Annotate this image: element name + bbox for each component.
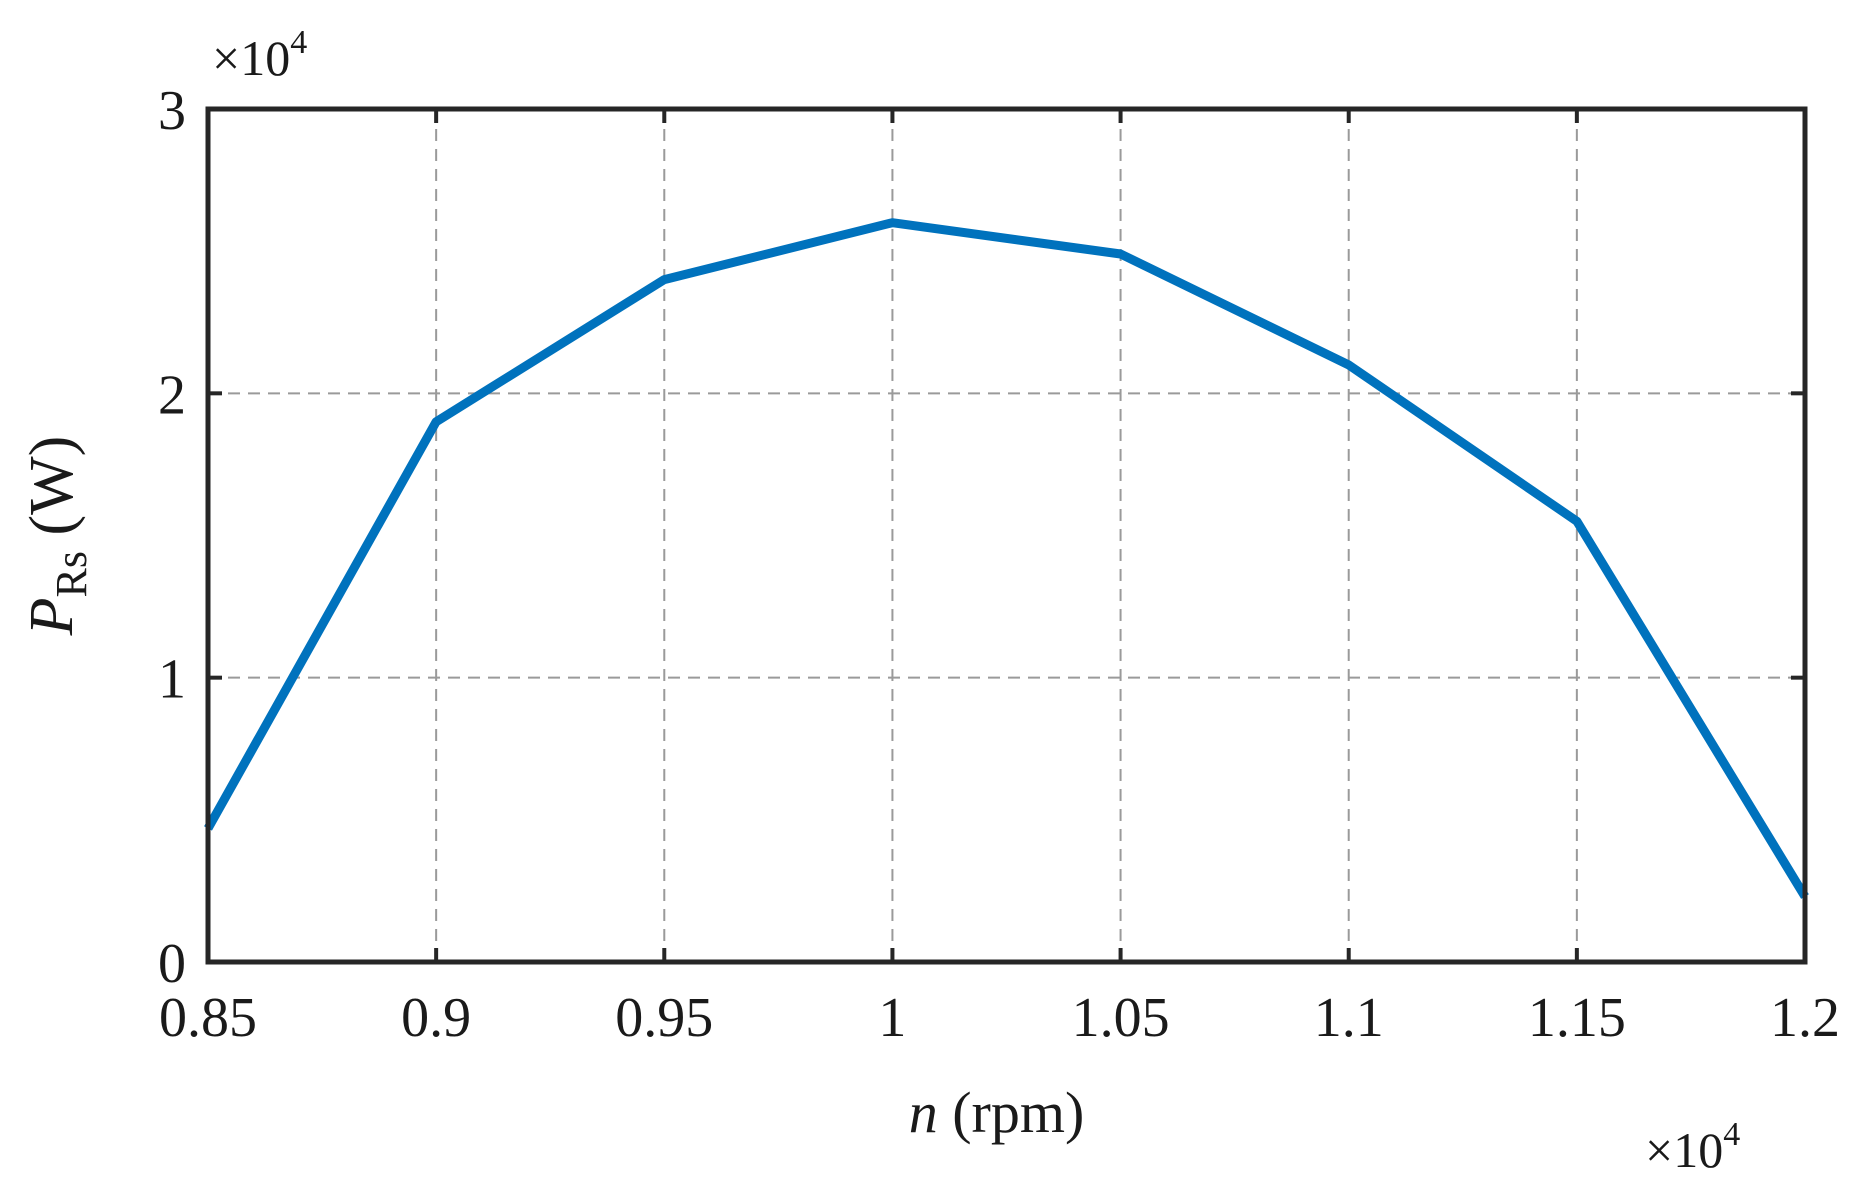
y-multiplier-exp: 4 [290,24,307,61]
x-multiplier: ×104 [1645,1116,1740,1178]
x-tick-label: 1.15 [1528,987,1626,1049]
tick-marks [206,107,1807,964]
y-multiplier: ×104 [212,24,307,86]
y-axis-subscript: Rs [47,551,96,597]
x-tick-label: 0.95 [615,987,713,1049]
x-tick-label: 0.9 [401,987,471,1049]
y-tick-label: 1 [158,649,186,711]
series-line-0 [204,218,1809,899]
x-tick-label: 1.1 [1314,987,1384,1049]
x-tick-label: 1.05 [1072,987,1170,1049]
y-tick-label: 3 [158,80,186,142]
x-tick-labels: 0.85 0.9 0.95 1 1.05 1.1 1.15 1.2 [159,987,1840,1049]
x-multiplier-exp: 4 [1723,1116,1740,1153]
y-axis-variable: P [18,597,86,636]
x-tick-label: 0.85 [159,987,257,1049]
x-tick-label: 1 [878,987,906,1049]
y-axis-unit: (W) [18,436,86,551]
axes-frame [205,106,1808,965]
y-tick-label: 0 [158,933,186,995]
x-axis-label: n (rpm) [909,1080,1085,1145]
y-tick-labels: 0 1 2 3 [158,80,186,995]
x-multiplier-base: ×10 [1645,1122,1723,1178]
y-multiplier-base: ×10 [212,30,290,86]
y-tick-label: 2 [158,364,186,426]
x-axis-variable: n [909,1080,938,1145]
x-axis-unit: (rpm) [938,1080,1085,1145]
y-axis-label: PRs (W) [18,436,96,637]
x-tick-label: 1.2 [1770,987,1840,1049]
series-layer [204,218,1809,899]
